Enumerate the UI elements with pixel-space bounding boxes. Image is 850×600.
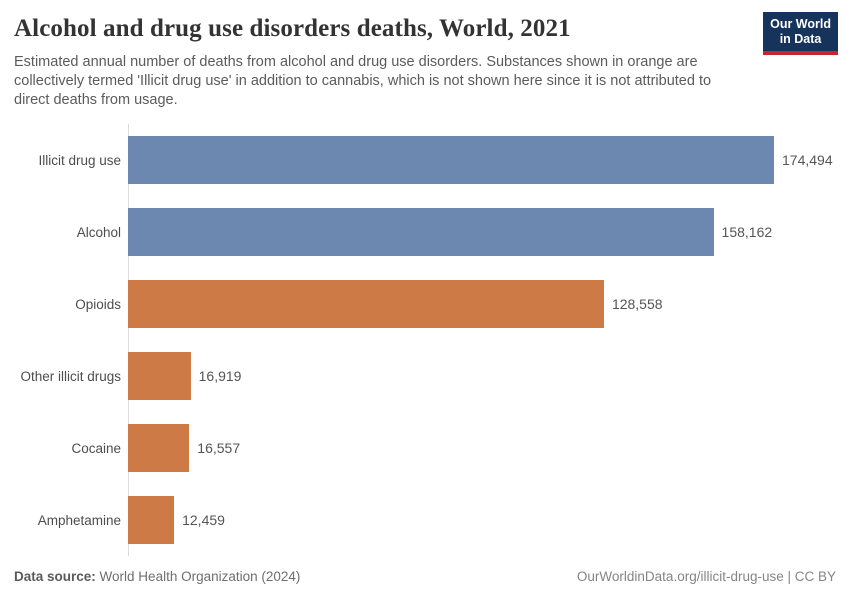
data-source-label: Data source:	[14, 569, 96, 584]
value-label: 12,459	[182, 512, 225, 528]
category-label: Illicit drug use	[38, 152, 121, 168]
bar-track: 12,459	[128, 496, 774, 544]
bar-row: Other illicit drugs 16,919	[14, 340, 836, 412]
bar-chart: Illicit drug use 174,494 Alcohol 158,162 Opi…	[14, 124, 836, 556]
bar-row: Cocaine 16,557	[14, 412, 836, 484]
page-title: Alcohol and drug use disorders deaths, W…	[14, 15, 571, 42]
category-label: Amphetamine	[37, 512, 121, 528]
y-axis-line	[128, 124, 129, 556]
category-label: Other illicit drugs	[20, 368, 121, 384]
bar[interactable]	[128, 496, 175, 544]
owid-logo-line1: Our World	[770, 17, 831, 31]
value-label: 174,494	[782, 152, 833, 168]
data-source-value: World Health Organization (2024)	[99, 569, 301, 584]
bar-row: Illicit drug use 174,494	[14, 124, 836, 196]
value-label: 158,162	[721, 224, 773, 240]
category-label: Opioids	[75, 296, 121, 312]
bar-row: Alcohol 158,162	[14, 196, 836, 268]
value-label: 128,558	[611, 296, 663, 312]
bar-row: Opioids 128,558	[14, 268, 836, 340]
data-source: Data source: World Health Organization (…	[14, 569, 300, 584]
category-label: Cocaine	[71, 440, 121, 456]
bar-track: 158,162	[128, 208, 774, 256]
chart-subtitle: Estimated annual number of deaths from a…	[14, 54, 712, 108]
owid-logo-line2: in Data	[779, 32, 822, 46]
bar-track: 128,558	[128, 280, 774, 328]
bar-row: Amphetamine 12,459	[14, 484, 836, 556]
chart-footer: Data source: World Health Organization (…	[14, 569, 836, 584]
bar-track: 16,919	[128, 352, 774, 400]
bar-track: 174,494	[128, 136, 833, 184]
owid-logo[interactable]: Our World in Data	[763, 12, 838, 55]
bar[interactable]	[128, 352, 191, 400]
bar[interactable]	[128, 424, 190, 472]
bar[interactable]	[128, 208, 714, 256]
bar-track: 16,557	[128, 424, 774, 472]
attribution-link[interactable]: OurWorldinData.org/illicit-drug-use | CC…	[576, 569, 836, 584]
bar[interactable]	[128, 136, 774, 184]
bar[interactable]	[128, 280, 604, 328]
plot-rows: Illicit drug use 174,494 Alcohol 158,162 Opi…	[14, 124, 836, 556]
value-label: 16,919	[198, 368, 242, 384]
value-label: 16,557	[197, 440, 241, 456]
category-label: Alcohol	[76, 224, 121, 240]
chart-header: Alcohol and drug use disorders deaths, W…	[14, 12, 838, 110]
